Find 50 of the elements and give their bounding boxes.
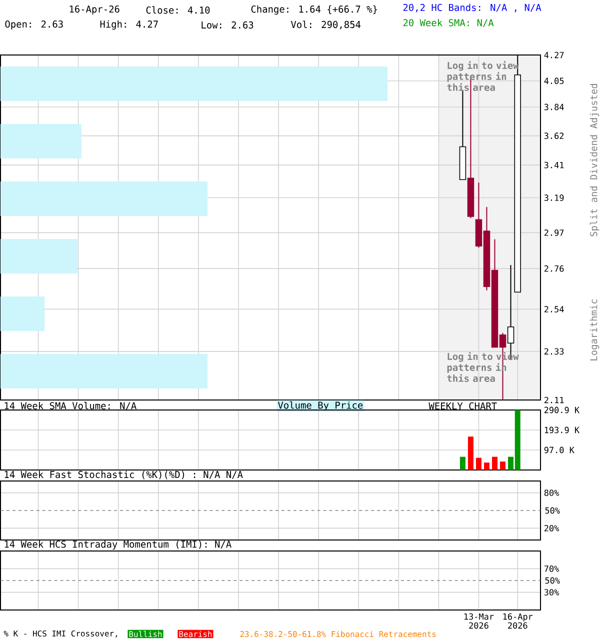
y-tick-label: 70%: [544, 565, 559, 572]
bar: [0, 66, 388, 101]
bar: [0, 238, 78, 274]
bar: [468, 436, 474, 470]
chart-title: 14 Week Fast Stochastic (%K)(%D) : N/A N/A: [4, 470, 243, 480]
text: WEEKLY CHART: [428, 402, 497, 410]
y-tick-label: 290.9 K: [544, 406, 580, 414]
bar: [0, 354, 208, 388]
y-tick-label: 30%: [544, 589, 559, 596]
text: Close: 4.10: [146, 6, 210, 14]
x-tick-label: 16-Apr 2026: [503, 613, 532, 629]
chart-title: 14 Week HCS Intraday Momentum (IMI): N/A: [4, 540, 232, 550]
bar: [0, 181, 208, 216]
text: 20,2 HC Bands: N/A , N/A: [403, 4, 541, 12]
ref-line-label: 50%: [545, 507, 560, 514]
y-tick-label: 2.33: [544, 348, 564, 355]
chart-title: 14 Week SMA Volume: N/A: [4, 402, 136, 410]
text: Logarithmic: [590, 299, 599, 360]
y-tick-label: 2.97: [544, 229, 564, 236]
y-tick-label: 4.27: [544, 52, 564, 58]
y-tick-label: 80%: [544, 490, 559, 496]
text: 16-Apr-26: [70, 5, 120, 14]
ref-line-label: 50%: [545, 577, 560, 584]
y-tick-label: 2.54: [544, 306, 564, 312]
text: High: 4.27: [100, 20, 158, 30]
text: Split and Dividend Adjusted: [590, 84, 599, 236]
y-tick-label: 2.11: [544, 396, 564, 404]
y-tick-label: 2.76: [544, 265, 564, 272]
y-tick-label: 4.05: [544, 78, 564, 84]
y-tick-label: 3.62: [544, 132, 564, 140]
bar: [0, 124, 82, 158]
bar: [0, 296, 44, 331]
bar: [484, 462, 490, 470]
text: Open: 2.63: [5, 20, 63, 30]
text: Vol: 290,854: [290, 20, 360, 30]
bar: [460, 456, 466, 470]
x-tick-label: 13-Mar 2026: [464, 613, 494, 629]
text: Low: 2.63: [201, 21, 253, 29]
y-tick-label: 97.0 K: [544, 446, 574, 454]
bar: [492, 456, 498, 470]
y-tick-label: 3.19: [544, 194, 564, 201]
y-tick-label: 3.84: [544, 104, 564, 110]
y-tick-label: 3.41: [544, 162, 564, 168]
y-tick-label: 20%: [544, 524, 559, 532]
bar: [500, 462, 506, 470]
bar: [476, 458, 482, 470]
y-tick-label: 193.9 K: [544, 426, 580, 434]
text: Change: 1.64 {+66.7 %}: [251, 5, 377, 15]
text: 20 Week SMA: N/A: [403, 18, 494, 28]
text: Volume By Price: [278, 401, 362, 411]
